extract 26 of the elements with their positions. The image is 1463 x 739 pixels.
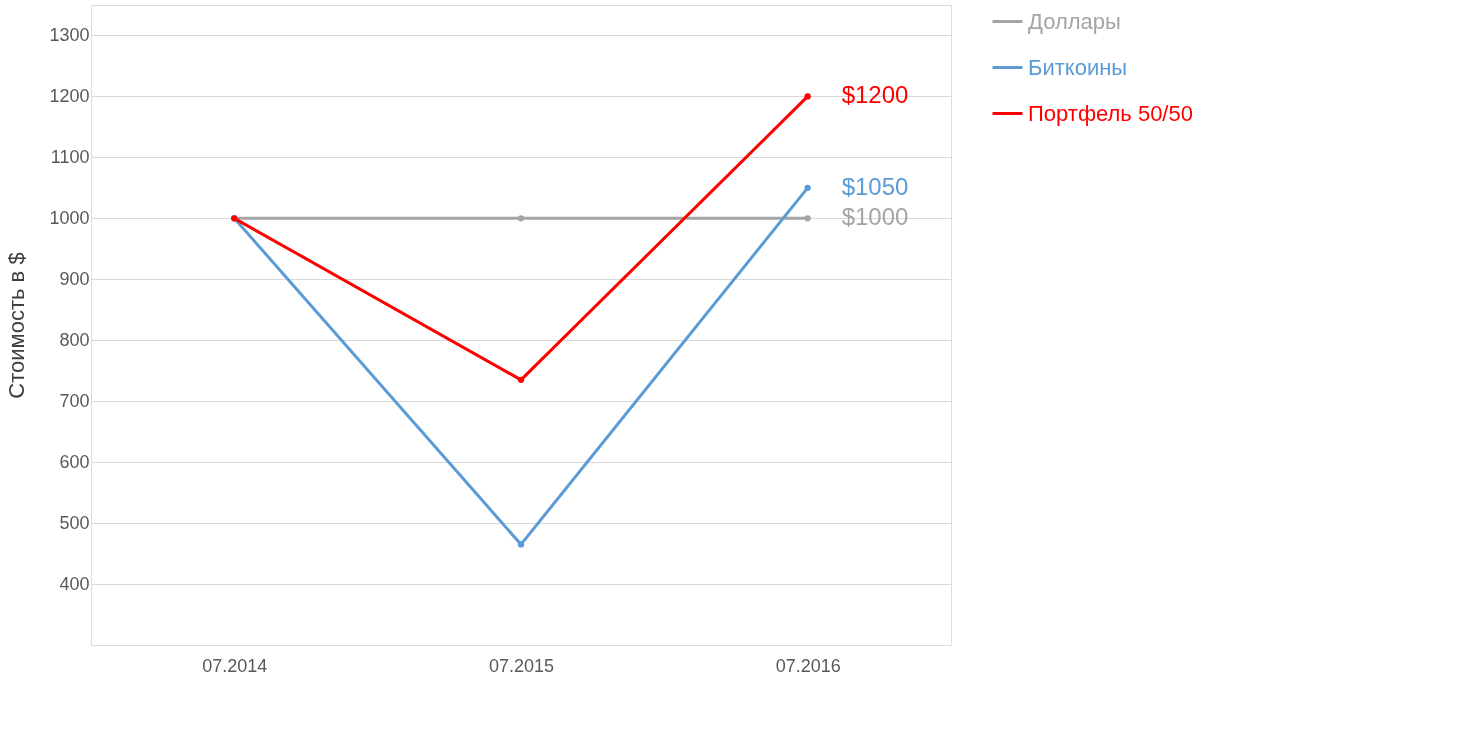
y-tick-label: 1200	[49, 85, 90, 106]
y-tick-label: 700	[59, 390, 90, 411]
legend-label: Биткоины	[1028, 54, 1128, 80]
point	[517, 215, 525, 222]
legend-label: Доллары	[1028, 8, 1121, 34]
data-label: $1050	[841, 172, 909, 200]
point	[517, 541, 525, 548]
point	[517, 376, 525, 384]
data-label: $1200	[841, 81, 909, 109]
x-tick-label: 07.2016	[775, 655, 841, 676]
data-label: $1000	[841, 203, 909, 231]
y-tick-label: 600	[59, 451, 90, 472]
point	[804, 184, 811, 192]
x-tick-label: 07.2015	[488, 655, 555, 676]
point	[804, 215, 811, 222]
x-tick-label: 07.2014	[202, 655, 268, 676]
y-tick-label: 800	[59, 329, 90, 350]
y-tick-label: 1000	[49, 207, 90, 228]
legend-label: Портфель 50/50	[1028, 100, 1193, 126]
point	[804, 93, 811, 100]
y-axis-title: Стоимость в $	[4, 252, 30, 399]
y-tick-label: 500	[59, 512, 90, 533]
y-tick-label: 1300	[49, 24, 90, 45]
y-tick-label: 400	[59, 573, 90, 594]
y-tick-label: 900	[59, 268, 90, 289]
y-tick-label: 1100	[50, 146, 90, 167]
